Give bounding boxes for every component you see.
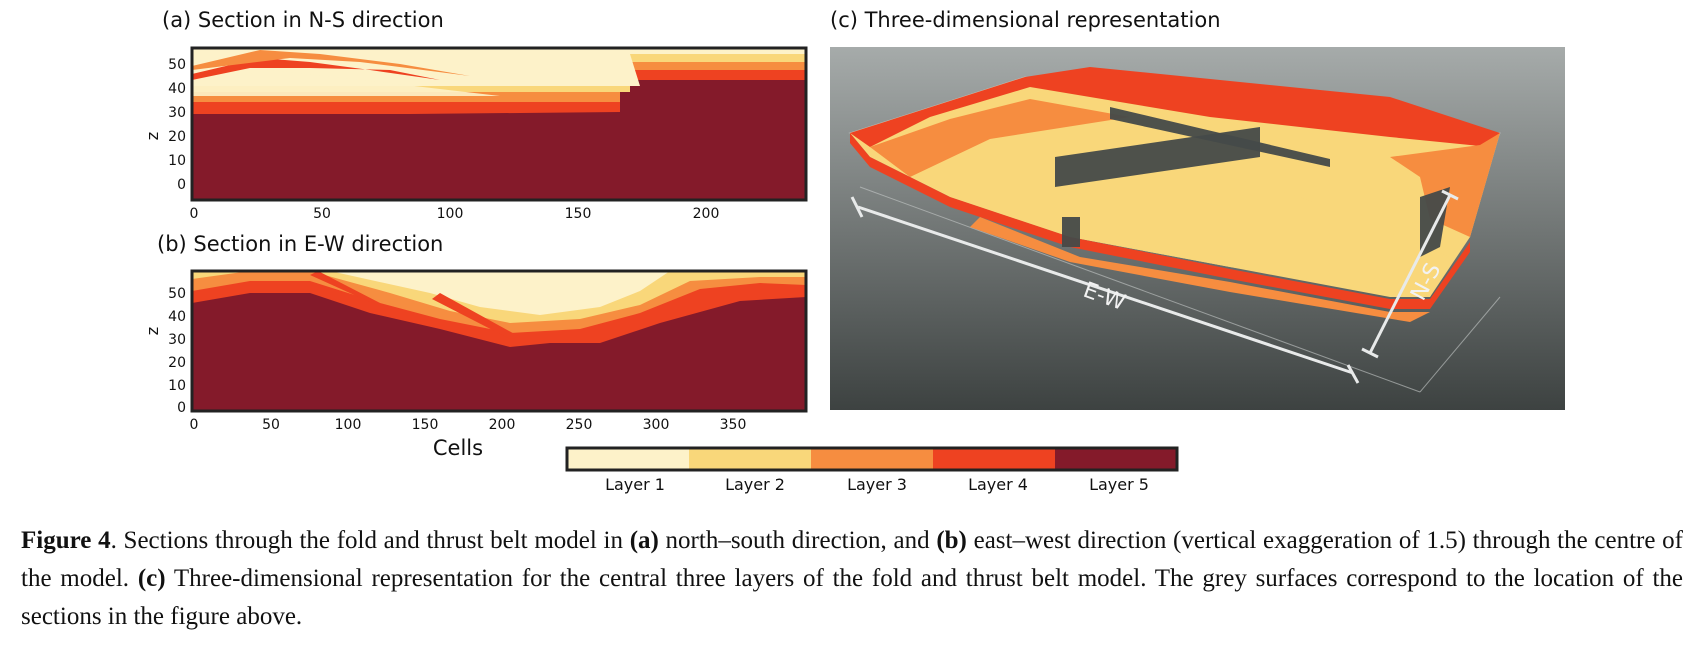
caption-text: north–south direction, and: [658, 527, 937, 554]
x-tick: 200: [693, 206, 720, 220]
x-tick: 200: [489, 417, 516, 433]
caption-ref-c: (c): [137, 565, 166, 592]
x-tick: 300: [643, 417, 670, 433]
legend-label: Layer 3: [847, 475, 907, 494]
y-tick: 0: [177, 400, 186, 416]
y-tick: 30: [168, 105, 186, 121]
y-axis-label: z: [143, 132, 162, 140]
frame: [190, 46, 808, 202]
panel-b-title: (b) Section in E-W direction: [157, 232, 444, 256]
ns-axis-bar: [1368, 194, 1452, 354]
figure-label: Figure 4: [21, 527, 111, 554]
x-tick: 100: [437, 206, 464, 220]
y-tick: 20: [168, 129, 186, 145]
y-tick: 10: [168, 378, 186, 394]
layer-1-band: [192, 70, 620, 96]
x-tick: 350: [720, 417, 747, 433]
fold-crest: [192, 58, 440, 80]
model-top-red: [850, 67, 1500, 147]
section-plane-ns: [1055, 127, 1260, 187]
caption-text: east–west direction (vertical exaggerati…: [21, 527, 1683, 592]
y-tick: 10: [168, 153, 186, 169]
section-plane-ew: [1110, 107, 1330, 167]
panel-b-section: z 0 10 20 30 40 50 0 50 100 150 200 250 …: [143, 269, 808, 460]
x-tick: 250: [566, 417, 593, 433]
panel-c-title: (c) Three-dimensional representation: [830, 8, 1221, 32]
panel-a-title: (a) Section in N-S direction: [162, 8, 444, 32]
x-tick: 50: [313, 206, 331, 220]
y-tick: 20: [168, 355, 186, 371]
caption-text: Three-dimensional representation for the…: [21, 565, 1684, 630]
y-tick: 40: [168, 309, 186, 325]
x-tick: 0: [190, 417, 199, 433]
y-tick: 30: [168, 332, 186, 348]
y-tick: 50: [168, 286, 186, 302]
figure-caption: Figure 4. Sections through the fold and …: [21, 522, 1683, 636]
x-tick: 0: [190, 206, 199, 220]
caption-ref-a: (a): [629, 527, 659, 554]
legend-label: Layer 1: [605, 475, 665, 494]
x-tick: 150: [412, 417, 439, 433]
legend-label: Layer 5: [1089, 475, 1149, 494]
legend-label: Layer 4: [968, 475, 1028, 494]
caption-ref-b: (b): [936, 527, 967, 554]
x-tick: 100: [335, 417, 362, 433]
fold-upper: [192, 50, 470, 76]
ew-axis-bar: [857, 205, 1354, 375]
x-tick: 150: [565, 206, 592, 220]
legend-label: Layer 2: [725, 475, 785, 494]
panel-c-3d-view: E-W N-S: [830, 47, 1565, 410]
x-tick: 50: [262, 417, 280, 433]
x-axis-label: Cells: [433, 436, 483, 460]
caption-text: . Sections through the fold and thrust b…: [110, 527, 630, 554]
y-tick: 50: [168, 57, 186, 73]
legend-colorbar: Layer 1 Layer 2 Layer 3 Layer 4 Layer 5: [565, 446, 1179, 494]
y-axis-label: z: [143, 327, 162, 335]
y-tick: 0: [177, 177, 186, 193]
y-tick: 40: [168, 81, 186, 97]
panel-a-section: z 0 10 20 30 40 50 0 50 100 150 200: [143, 46, 808, 220]
